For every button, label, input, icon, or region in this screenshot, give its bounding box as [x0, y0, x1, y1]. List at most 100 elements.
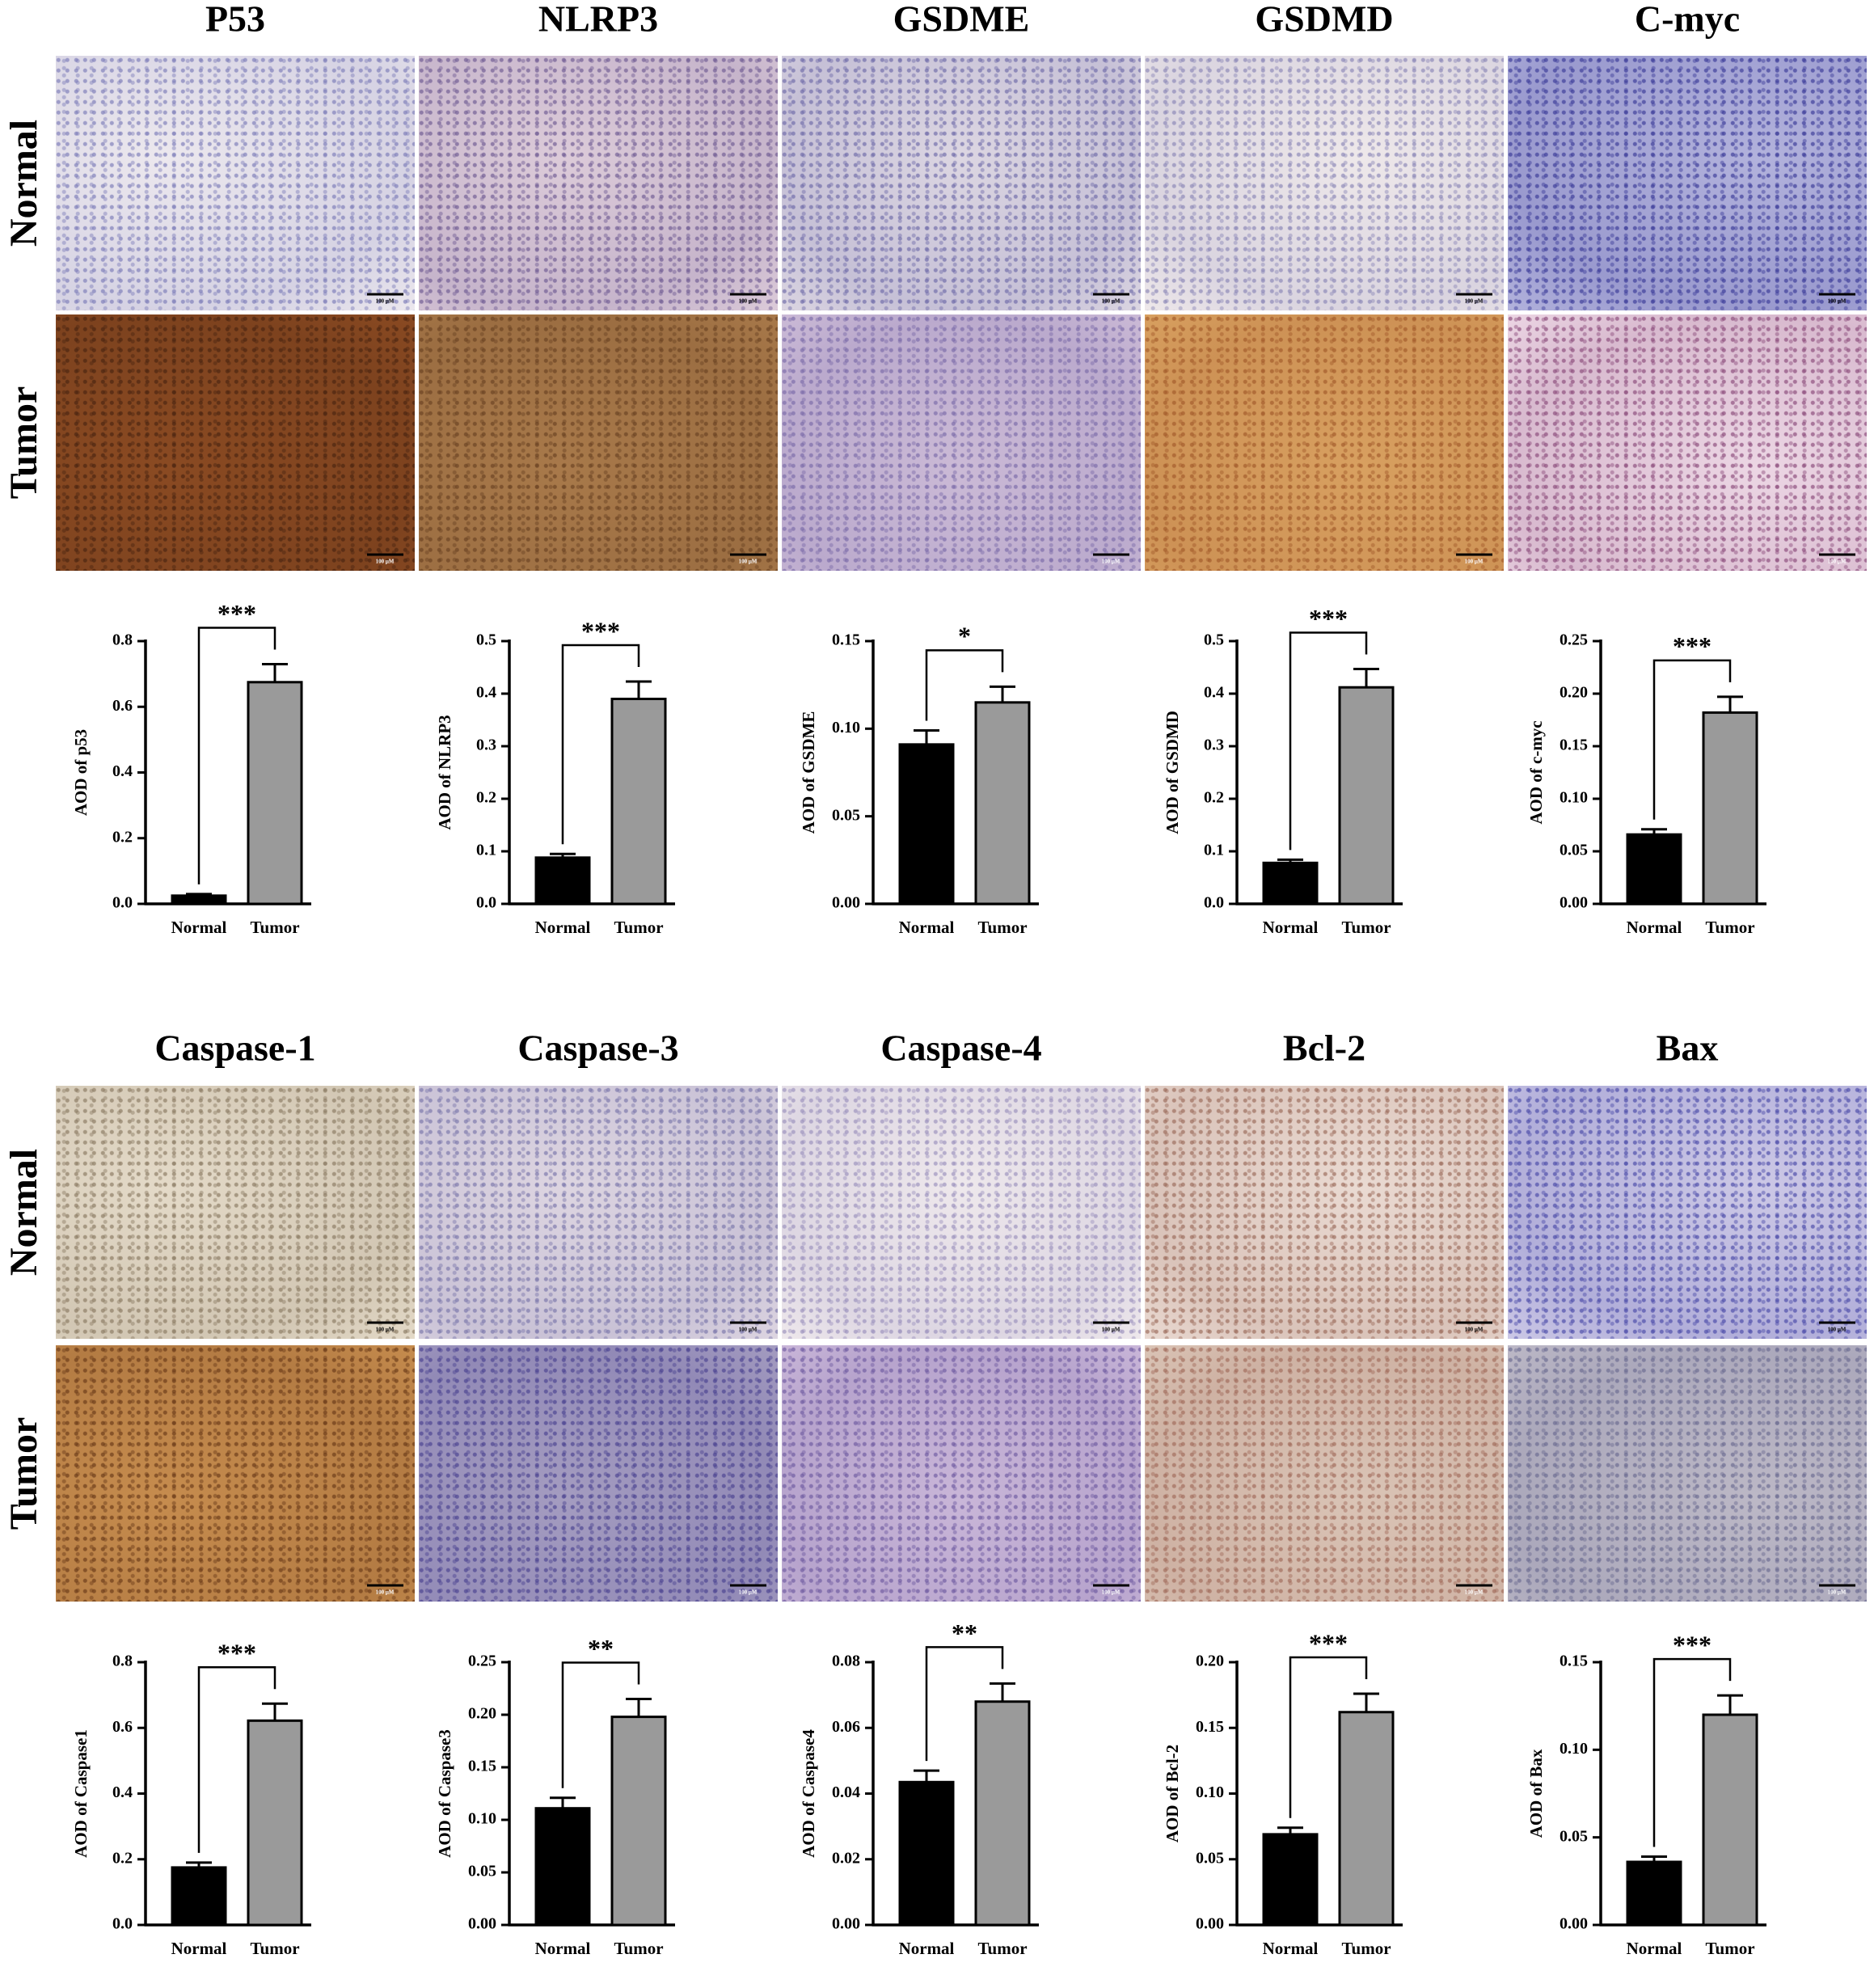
scale-bar-label: 100 μM [739, 559, 758, 565]
significance-label: *** [1309, 604, 1348, 633]
y-axis-label: AOD of Bcl-2 [1163, 1745, 1182, 1842]
x-tick-label: Tumor [614, 918, 663, 937]
significance-label: *** [1673, 631, 1712, 661]
x-tick-label: Normal [1627, 1939, 1682, 1958]
bar [1626, 833, 1682, 905]
x-tick-label: Normal [899, 1939, 955, 1958]
scale-bar-label: 100 μM [739, 1327, 758, 1333]
y-tick-label: 0.05 [468, 1863, 496, 1880]
bar [974, 1700, 1031, 1927]
panel-title: Bax [1657, 1028, 1719, 1069]
scale-bar-label: 100 μM [1828, 1327, 1847, 1333]
x-tick-label: Tumor [250, 918, 299, 937]
bar [974, 701, 1031, 905]
panel-title: Bcl-2 [1283, 1028, 1365, 1069]
y-tick-label: 0.15 [1196, 1718, 1224, 1736]
scale-bar-label: 100 μM [1102, 559, 1121, 565]
x-tick-label: Normal [1263, 1939, 1319, 1958]
panel-title: NLRP3 [538, 0, 658, 40]
x-tick-label: Normal [899, 918, 955, 937]
significance-bracket [1652, 659, 1732, 820]
bar [1626, 1860, 1682, 1927]
y-tick-label: 0.8 [112, 1652, 133, 1670]
panel-title: P53 [205, 0, 265, 40]
bar [610, 698, 667, 905]
y-tick-label: 0.00 [832, 1915, 860, 1933]
y-tick-label: 0.00 [1196, 1915, 1224, 1933]
scale-bar-label: 100 μM [1465, 1589, 1484, 1596]
tissue-image [1145, 314, 1504, 571]
tissue-image [782, 314, 1141, 571]
tissue-image [56, 1345, 415, 1602]
y-tick-label: 0.05 [1196, 1849, 1224, 1867]
x-tick-label: Tumor [1705, 918, 1754, 937]
tissue-image [1145, 1086, 1504, 1339]
x-tick-label: Normal [171, 918, 227, 937]
significance-bracket [197, 1665, 276, 1853]
bar [1262, 861, 1319, 905]
scale-bar-label: 100 μM [739, 1589, 758, 1596]
scale-bar-label: 100 μM [1102, 1589, 1121, 1596]
y-tick-label: 0.08 [832, 1652, 860, 1670]
bar [1702, 711, 1758, 905]
y-tick-label: 0.3 [1204, 737, 1224, 754]
significance-bracket [1289, 1656, 1368, 1818]
y-tick-label: 0.02 [832, 1849, 860, 1867]
y-tick-label: 0.15 [832, 631, 860, 649]
scale-bar-label: 100 μM [1102, 1327, 1121, 1333]
significance-bracket [925, 649, 1004, 721]
y-tick-label: 0.5 [1204, 631, 1224, 649]
y-tick-label: 0.15 [1560, 1652, 1588, 1670]
scale-bar-label: 100 μM [376, 1589, 395, 1596]
tissue-image [1508, 56, 1867, 310]
bar [247, 681, 303, 905]
y-tick-label: 0.00 [832, 894, 860, 912]
y-tick-label: 0.4 [112, 762, 133, 780]
significance-label: ** [952, 1619, 977, 1648]
significance-bracket [561, 1661, 640, 1788]
y-tick-label: 0.15 [468, 1758, 496, 1775]
significance-bracket [561, 644, 640, 845]
tissue-image [419, 1086, 778, 1339]
x-tick-label: Tumor [1705, 1939, 1754, 1958]
y-tick-label: 0.8 [112, 631, 133, 649]
significance-label: *** [217, 599, 256, 628]
scale-bar-label: 100 μM [376, 298, 395, 305]
significance-label: ** [588, 1634, 614, 1663]
x-tick-label: Tumor [977, 918, 1027, 937]
scale-bar-label: 100 μM [1465, 298, 1484, 305]
bar [1702, 1713, 1758, 1927]
y-tick-label: 0.05 [832, 806, 860, 824]
y-tick-label: 0.2 [1204, 789, 1224, 807]
y-tick-label: 0.20 [1196, 1652, 1224, 1670]
tissue-image [419, 56, 778, 310]
y-axis-label: AOD of Caspase3 [435, 1729, 454, 1858]
y-tick-label: 0.20 [1560, 684, 1588, 702]
y-tick-label: 0.2 [112, 1849, 133, 1867]
y-tick-label: 0.6 [112, 1718, 133, 1736]
y-tick-label: 0.4 [476, 684, 496, 702]
row-label: Tumor [2, 386, 45, 500]
scale-bar-label: 100 μM [1102, 298, 1121, 305]
bar [1338, 686, 1395, 905]
tissue-image [419, 1345, 778, 1602]
x-tick-label: Tumor [1341, 1939, 1391, 1958]
scale-bar-label: 100 μM [376, 1327, 395, 1333]
x-tick-label: Tumor [614, 1939, 663, 1958]
tissue-image [1508, 1345, 1867, 1602]
bar [534, 856, 591, 905]
y-tick-label: 0.1 [1204, 842, 1224, 859]
row-label: Normal [2, 120, 45, 247]
x-tick-label: Normal [535, 918, 591, 937]
scale-bar-label: 100 μM [1828, 298, 1847, 305]
significance-label: *** [217, 1639, 256, 1668]
tissue-image [56, 1086, 415, 1339]
significance-label: *** [1309, 1628, 1348, 1657]
y-tick-label: 0.0 [112, 1915, 133, 1933]
y-tick-label: 0.20 [468, 1705, 496, 1723]
x-tick-label: Tumor [250, 1939, 299, 1958]
y-tick-label: 0.10 [468, 1810, 496, 1828]
tissue-image [56, 56, 415, 310]
